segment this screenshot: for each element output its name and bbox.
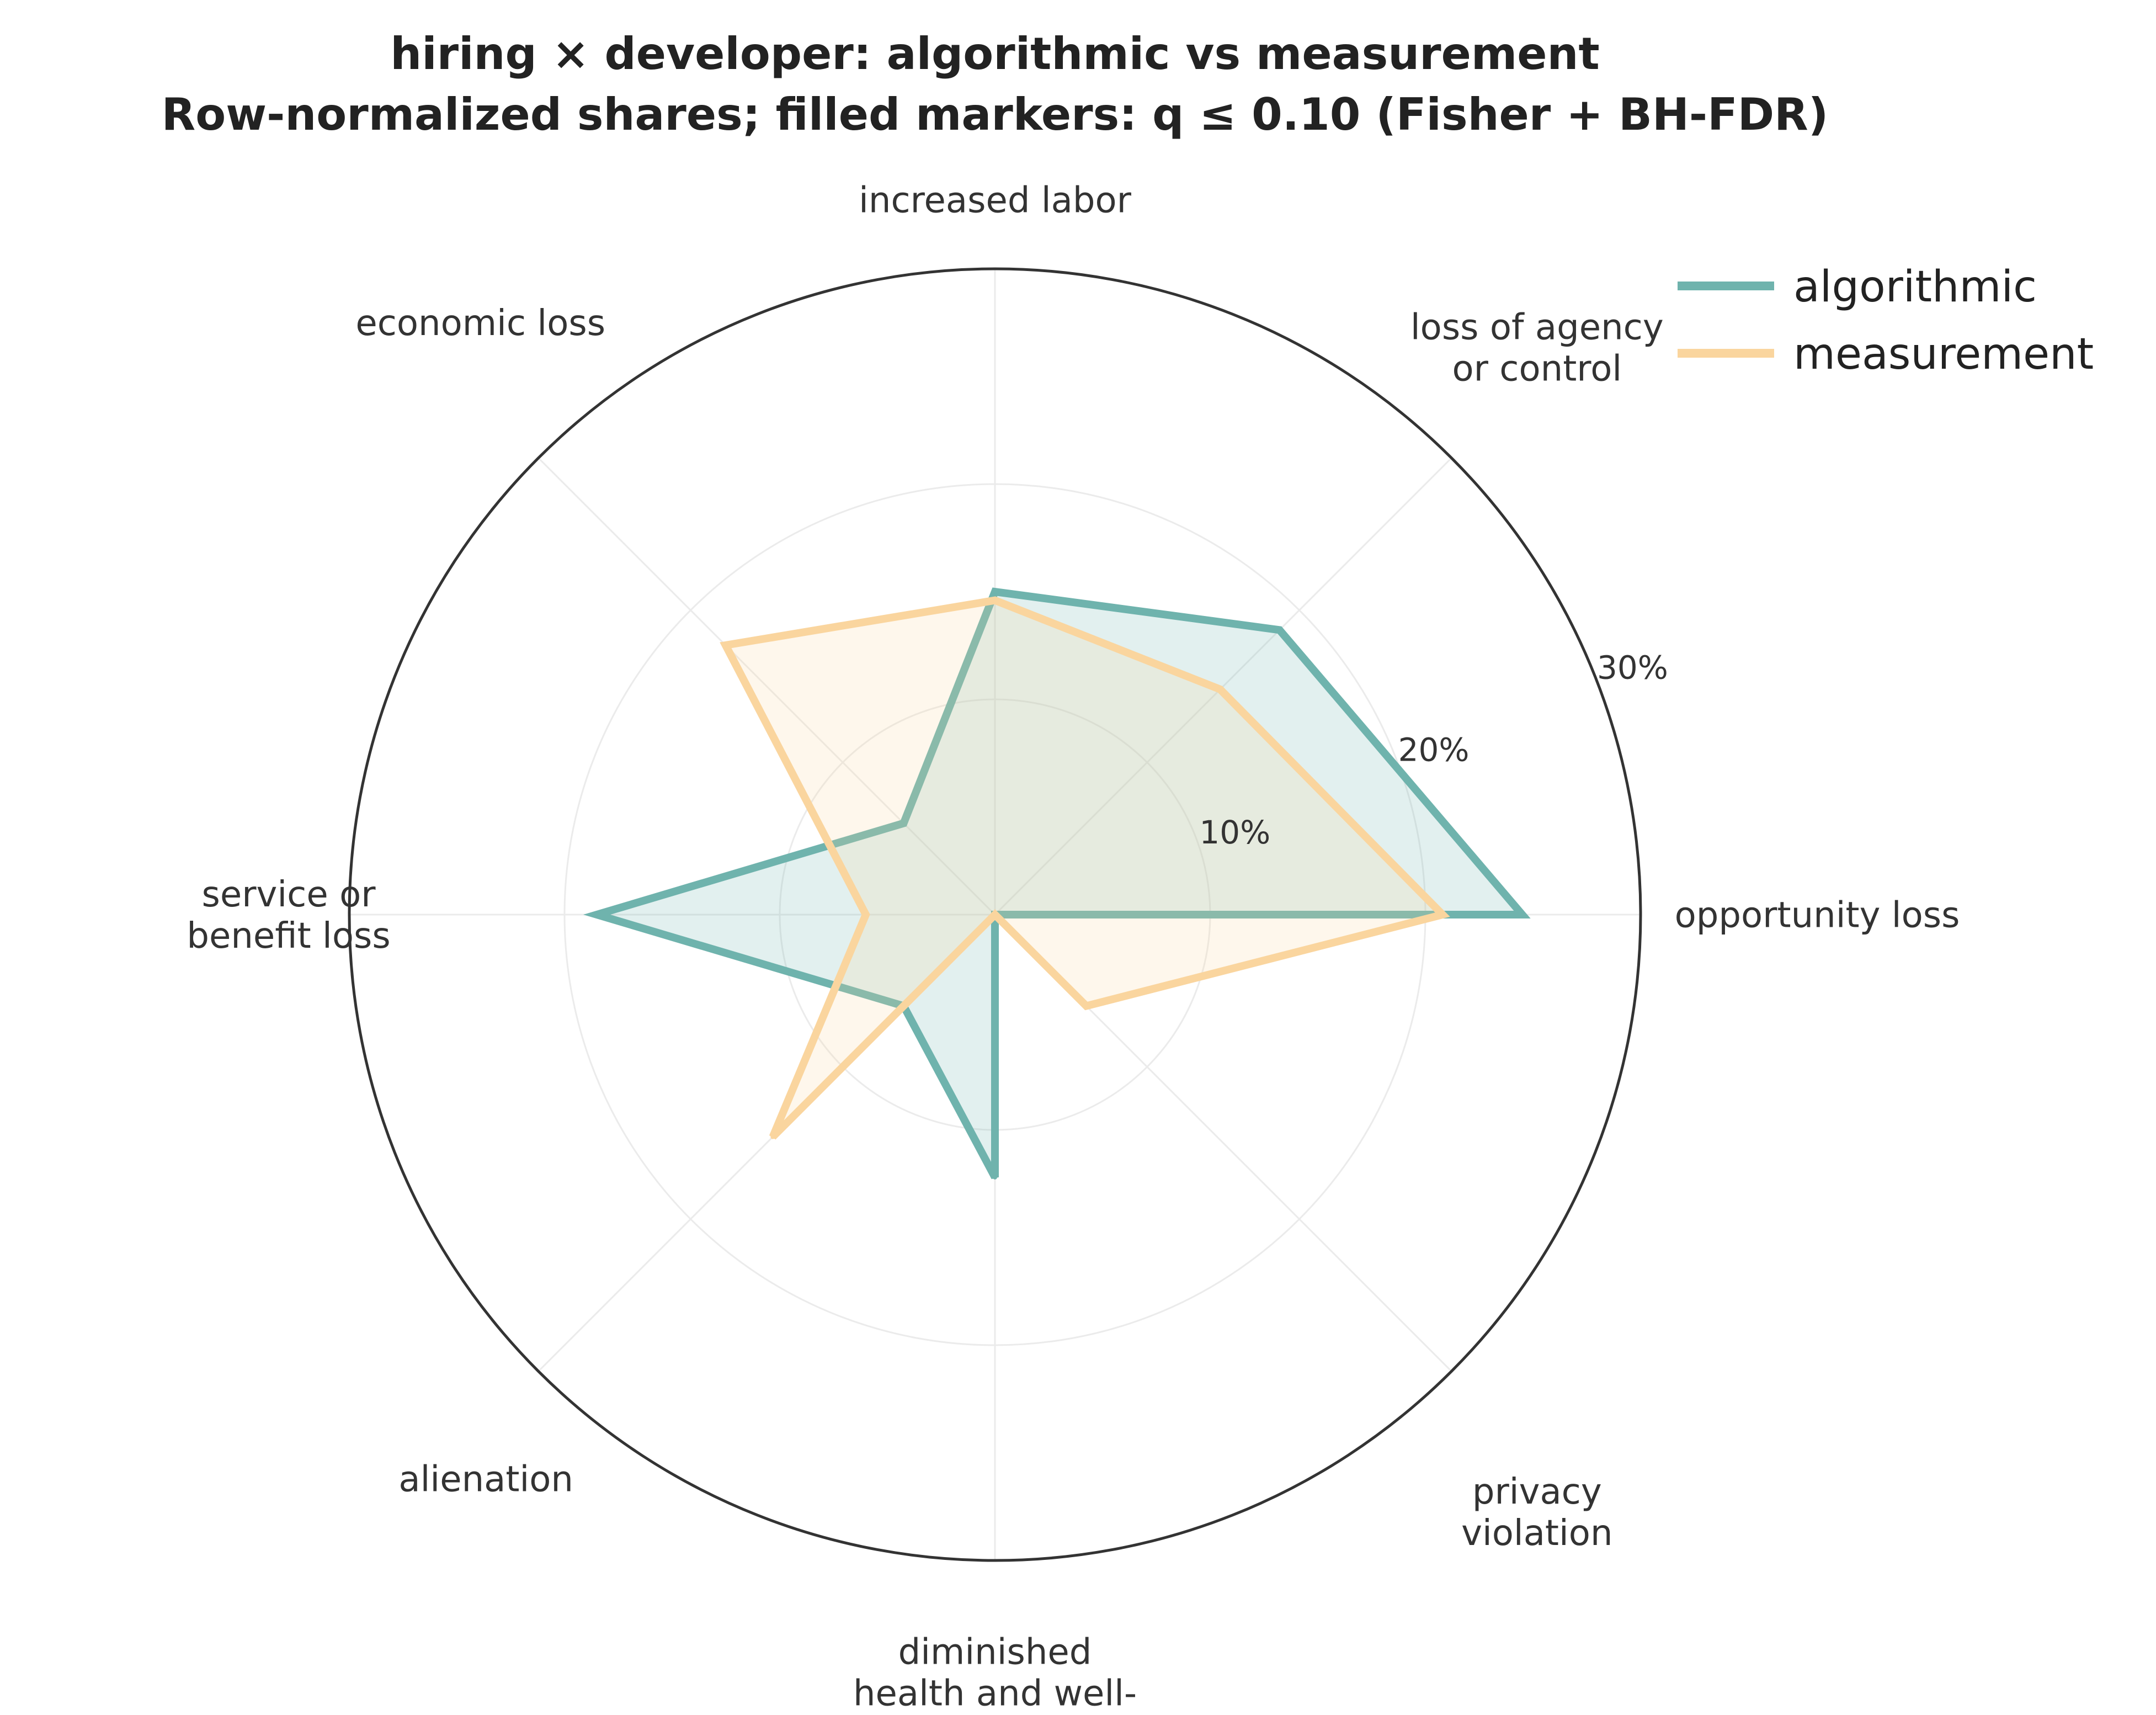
axis-label-7: privacy violation	[1461, 1472, 1612, 1554]
r-tick-label-10: 10%	[1199, 814, 1270, 851]
point-measurement-0	[1440, 912, 1445, 917]
point-algorithmic-2	[993, 590, 997, 594]
axis-label-line: or control	[1452, 349, 1622, 390]
axis-label-line: economic loss	[355, 303, 605, 344]
axis-label-line: violation	[1461, 1513, 1612, 1554]
axis-label-5: alienation	[398, 1459, 573, 1500]
chart-subtitle: Row-normalized shares; filled markers: q…	[162, 89, 1829, 140]
axis-label-4: service or benefit loss	[187, 874, 390, 957]
axis-label-line: health and well-	[853, 1673, 1137, 1714]
point-algorithmic-4	[594, 912, 599, 917]
axis-label-1: loss of agency or control	[1410, 307, 1664, 390]
axis-label-line: privacy	[1472, 1472, 1602, 1512]
point-measurement-2	[993, 598, 997, 603]
point-algorithmic-6	[993, 1175, 997, 1180]
outer-ring	[348, 267, 1642, 1562]
point-measurement-5	[770, 1134, 775, 1139]
axis-label-line: service or	[201, 874, 376, 915]
point-measurement-4	[864, 912, 868, 917]
point-measurement-3	[723, 643, 728, 647]
point-algorithmic-1	[1277, 628, 1282, 633]
r-tick-label-30: 30%	[1597, 649, 1668, 686]
outer-layer	[348, 267, 1642, 1562]
legend-label-measurement: measurement	[1793, 330, 2094, 379]
axis-label-line: alienation	[398, 1459, 573, 1500]
axis-label-line: loss of agency	[1410, 307, 1664, 348]
axis-label-3: economic loss	[355, 303, 605, 344]
series-fill-algorithmic	[597, 592, 1522, 1177]
point-measurement-7	[1084, 1003, 1089, 1008]
r-tick-label-20: 20%	[1398, 731, 1470, 769]
axis-label-0: opportunity loss	[1675, 895, 1960, 936]
axis-label-line: diminished	[898, 1632, 1092, 1672]
axis-label-line: opportunity loss	[1675, 895, 1960, 936]
legend: algorithmic measurement	[1678, 262, 2094, 379]
point-measurement-6	[993, 912, 997, 917]
legend-label-algorithmic: algorithmic	[1793, 262, 2037, 312]
axis-label-2: increased labor	[859, 180, 1132, 221]
spoke-1	[994, 457, 1452, 916]
point-measurement-1	[1218, 687, 1223, 692]
chart-title: hiring × developer: algorithmic vs measu…	[390, 28, 1599, 79]
axis-label-line: benefit loss	[187, 916, 390, 957]
series-layer	[583, 587, 1531, 1180]
point-algorithmic-3	[901, 821, 906, 826]
spoke-3	[537, 457, 996, 916]
axis-label-line: increased labor	[859, 180, 1132, 221]
label-layer: 10% 20% 30% opportunity loss loss of agency o…	[187, 180, 1960, 1715]
point-algorithmic-0	[1520, 912, 1525, 917]
